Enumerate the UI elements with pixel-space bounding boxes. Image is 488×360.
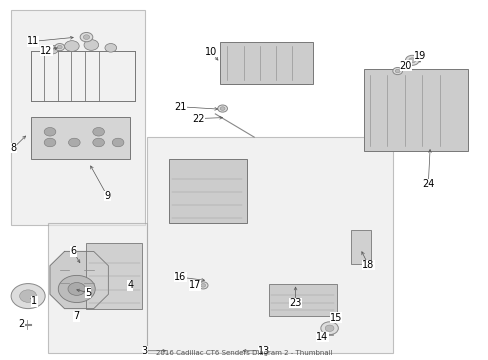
Bar xyxy=(169,158,246,223)
Text: 21: 21 xyxy=(174,102,186,112)
Text: 24: 24 xyxy=(421,179,434,189)
Circle shape xyxy=(58,275,95,302)
Circle shape xyxy=(392,67,402,75)
Bar xyxy=(351,230,370,264)
Bar xyxy=(30,117,130,158)
Circle shape xyxy=(44,127,56,136)
Circle shape xyxy=(11,284,45,309)
Text: 17: 17 xyxy=(188,280,201,291)
Text: 6: 6 xyxy=(70,247,76,256)
Text: 8: 8 xyxy=(10,143,17,153)
Text: 15: 15 xyxy=(329,312,342,323)
Text: 19: 19 xyxy=(413,51,426,61)
Circle shape xyxy=(325,325,333,332)
Text: 10: 10 xyxy=(205,47,217,57)
Circle shape xyxy=(320,322,338,335)
Text: 2: 2 xyxy=(19,319,25,329)
Text: 4: 4 xyxy=(127,280,133,291)
Text: 9: 9 xyxy=(104,191,110,201)
Text: 13: 13 xyxy=(257,346,269,356)
Circle shape xyxy=(64,41,79,51)
Circle shape xyxy=(83,35,89,40)
Circle shape xyxy=(20,290,37,302)
Text: 23: 23 xyxy=(289,298,301,308)
Bar xyxy=(363,69,467,152)
Polygon shape xyxy=(50,251,108,309)
Text: 12: 12 xyxy=(40,46,52,56)
Text: 16: 16 xyxy=(174,272,186,282)
Circle shape xyxy=(44,138,56,147)
Bar xyxy=(220,42,312,84)
Bar xyxy=(86,243,142,309)
Text: 3: 3 xyxy=(142,346,147,356)
Circle shape xyxy=(405,55,418,65)
Circle shape xyxy=(55,44,64,51)
Bar xyxy=(47,223,147,353)
Circle shape xyxy=(220,107,224,111)
Bar xyxy=(11,10,144,225)
Text: 14: 14 xyxy=(316,332,328,342)
Circle shape xyxy=(80,32,93,42)
Text: 20: 20 xyxy=(399,61,411,71)
Text: 18: 18 xyxy=(362,260,374,270)
Bar xyxy=(147,137,392,353)
Circle shape xyxy=(46,45,58,54)
Circle shape xyxy=(93,127,104,136)
Circle shape xyxy=(57,45,62,49)
Bar xyxy=(268,284,336,316)
Circle shape xyxy=(105,44,116,52)
Circle shape xyxy=(198,282,207,289)
Circle shape xyxy=(84,40,99,50)
Text: 2016 Cadillac CT6 Senders Diagram 2 - Thumbnail: 2016 Cadillac CT6 Senders Diagram 2 - Th… xyxy=(156,350,332,356)
Text: 1: 1 xyxy=(31,296,38,306)
Circle shape xyxy=(112,138,123,147)
Circle shape xyxy=(68,283,85,296)
Circle shape xyxy=(408,58,415,63)
Text: 11: 11 xyxy=(27,36,39,46)
Circle shape xyxy=(68,138,80,147)
Circle shape xyxy=(93,138,104,147)
Circle shape xyxy=(217,105,227,112)
Text: 7: 7 xyxy=(74,311,80,321)
Circle shape xyxy=(394,69,399,73)
Text: 5: 5 xyxy=(84,288,91,297)
Text: 22: 22 xyxy=(192,113,204,123)
Circle shape xyxy=(201,284,205,287)
